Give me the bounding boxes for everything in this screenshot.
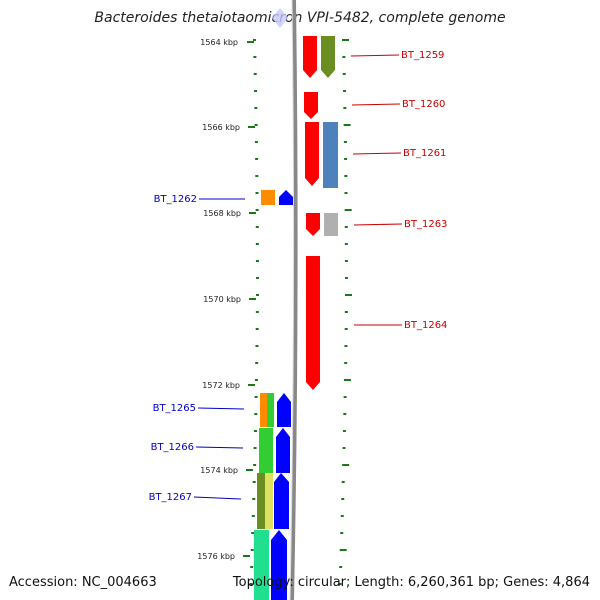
gene-label-BT_1264[interactable]: BT_1264 [404, 320, 447, 331]
gene-feature-BT_1267-product[interactable] [257, 473, 266, 529]
gene-label-BT_1262[interactable]: BT_1262 [154, 194, 197, 205]
gene-label-BT_1259[interactable]: BT_1259 [401, 50, 444, 61]
gene-feature-BT_1266[interactable] [276, 428, 290, 473]
forward-strand-genes [303, 36, 338, 390]
gene-feature-BT_1265[interactable] [277, 393, 291, 427]
ruler-label: 1572 kbp [202, 381, 240, 390]
gene-feature-BT_1263-product[interactable] [324, 213, 338, 236]
gene-feature-BT_1262[interactable] [279, 190, 293, 205]
gene-label-BT_1266[interactable]: BT_1266 [151, 442, 194, 453]
gene-feature-next-product[interactable] [254, 530, 269, 600]
label-connector [351, 103, 401, 106]
gene-label-BT_1263[interactable]: BT_1263 [404, 219, 447, 230]
gene-label-BT_1261[interactable]: BT_1261 [403, 148, 446, 159]
tick-track-right [338, 39, 352, 585]
gene-feature-BT_1262-product[interactable] [261, 190, 275, 205]
genome-backbone-highlight [289, 0, 295, 600]
gene-feature-BT_1261-product[interactable] [323, 122, 338, 188]
gene-feature-BT_1265-product[interactable] [260, 393, 268, 427]
selection-marker[interactable] [272, 8, 288, 28]
gene-feature-BT_1259[interactable] [303, 36, 317, 78]
reverse-gene-labels: BT_1262 BT_1265 BT_1266 BT_1267 [149, 194, 245, 503]
label-connector [193, 496, 242, 500]
ruler-label: 1564 kbp [200, 38, 238, 47]
ruler-label: 1574 kbp [200, 466, 238, 475]
ruler: 1564 kbp 1566 kbp 1568 kbp 1570 kbp 1572… [197, 38, 256, 561]
label-connector [197, 407, 245, 410]
accession-label: Accession: NC_004663 [9, 575, 157, 590]
topology-summary: Topology: circular; Length: 6,260,361 bp… [232, 575, 590, 590]
label-connector [353, 223, 403, 226]
gene-label-BT_1265[interactable]: BT_1265 [153, 403, 196, 414]
tick-track-left [249, 39, 259, 585]
gene-feature-BT_1267-product-2[interactable] [265, 473, 273, 529]
ruler-label: 1566 kbp [202, 123, 240, 132]
ruler-label: 1568 kbp [203, 209, 241, 218]
map-title: Bacteroides thetaiotaomicron VPI-5482, c… [94, 10, 506, 26]
gene-feature-BT_1266-product[interactable] [259, 428, 273, 473]
gene-feature-BT_1265-product-2[interactable] [267, 393, 274, 427]
genome-backbone [290, 0, 298, 600]
gene-feature-BT_1260[interactable] [304, 92, 318, 119]
gene-feature-BT_1259-product[interactable] [321, 36, 335, 78]
gene-feature-BT_1263[interactable] [306, 213, 320, 236]
label-connector [195, 446, 244, 449]
label-connector [350, 54, 400, 57]
gene-feature-BT_1261[interactable] [305, 122, 319, 186]
forward-gene-labels: BT_1259 BT_1260 BT_1261 BT_1263 BT_1264 [350, 50, 447, 331]
label-connector [352, 152, 402, 155]
reverse-strand-genes [254, 190, 293, 600]
ruler-label: 1576 kbp [197, 552, 235, 561]
gene-label-BT_1260[interactable]: BT_1260 [402, 99, 445, 110]
ruler-label: 1570 kbp [203, 295, 241, 304]
gene-feature-next[interactable] [271, 530, 287, 600]
gene-feature-BT_1267[interactable] [274, 473, 289, 529]
gene-feature-BT_1264[interactable] [306, 256, 320, 390]
gene-label-BT_1267[interactable]: BT_1267 [149, 492, 192, 503]
